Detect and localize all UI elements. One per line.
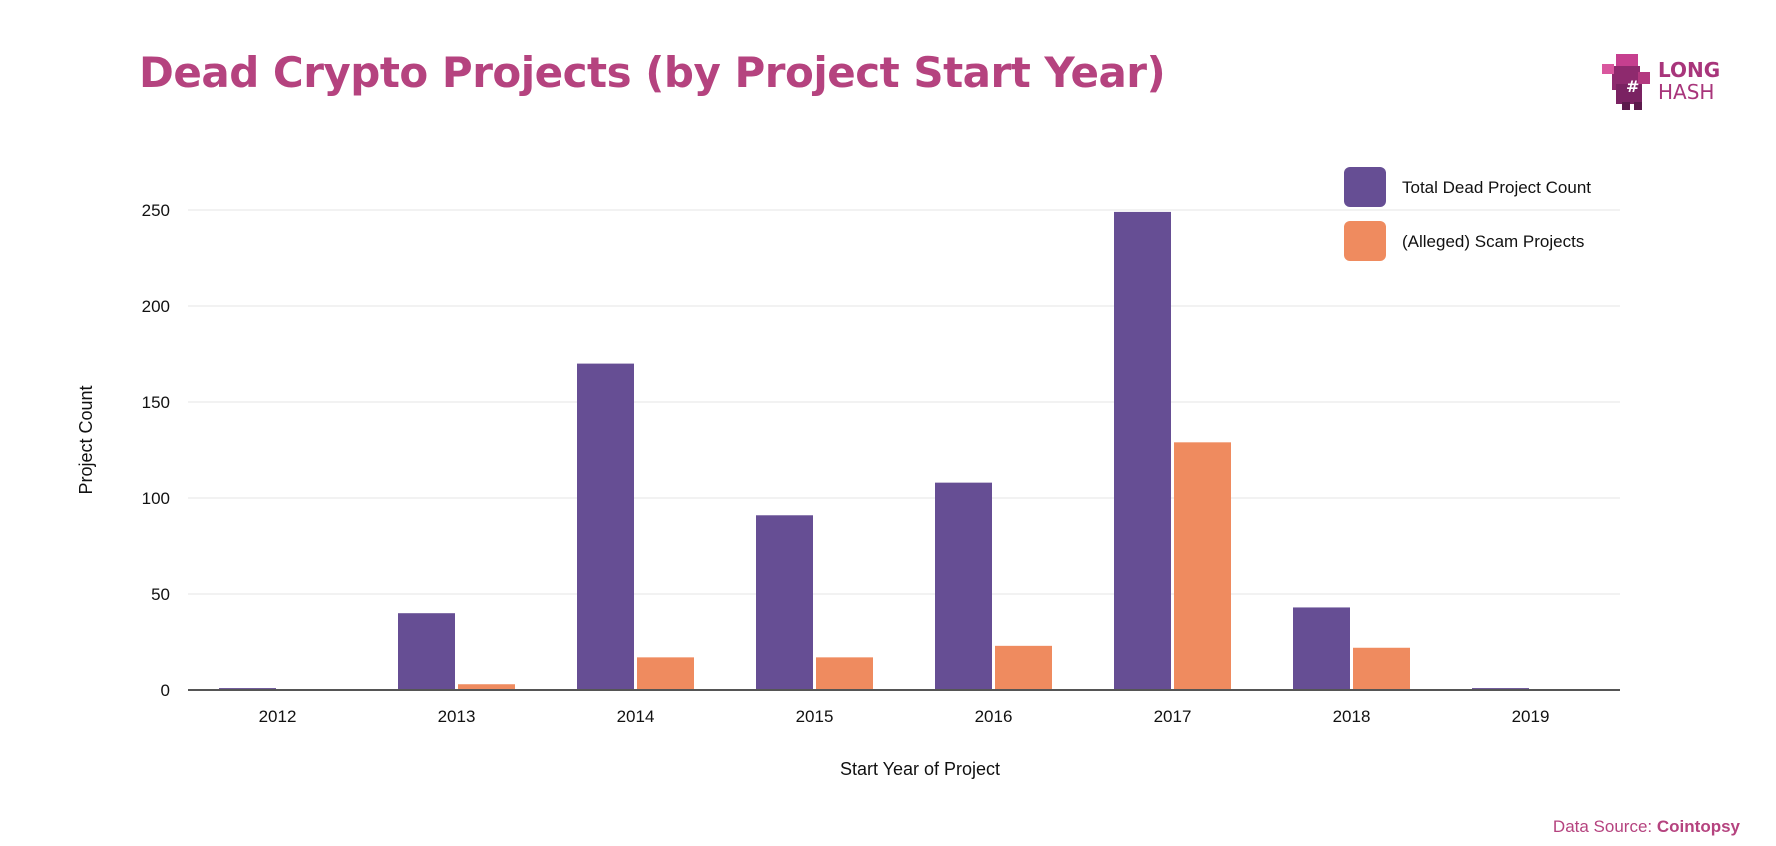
x-tick-label: 2013 — [438, 707, 476, 726]
logo-text-hash: HASH — [1658, 80, 1715, 104]
bar-total-2015 — [756, 515, 813, 690]
y-tick-label: 0 — [161, 681, 170, 700]
x-tick-label: 2018 — [1333, 707, 1371, 726]
x-axis-label: Start Year of Project — [840, 759, 1000, 779]
longhash-logo: # LONG HASH — [1602, 50, 1732, 112]
grid-lines — [188, 209, 1620, 595]
bar-scam-2014 — [637, 657, 694, 690]
y-tick-label: 150 — [142, 393, 170, 412]
data-source-name: Cointopsy — [1656, 817, 1740, 836]
x-tick-label: 2016 — [975, 707, 1013, 726]
bar-scam-2018 — [1353, 647, 1410, 690]
page-title: Dead Crypto Projects (by Project Start Y… — [139, 48, 1166, 97]
y-tick-label: 250 — [142, 201, 170, 220]
bar-total-2016 — [935, 482, 992, 690]
y-axis-label: Project Count — [76, 385, 96, 494]
bar-scam-2015 — [816, 657, 873, 690]
bar-total-2014 — [577, 363, 634, 690]
x-tick-label: 2017 — [1154, 707, 1192, 726]
bar-scam-2017 — [1174, 442, 1231, 690]
legend-label: (Alleged) Scam Projects — [1402, 232, 1584, 251]
bar-total-2018 — [1293, 607, 1350, 690]
bar-total-2013 — [398, 613, 455, 690]
x-tick-label: 2014 — [617, 707, 655, 726]
x-tick-label: 2012 — [259, 707, 297, 726]
legend-label: Total Dead Project Count — [1402, 178, 1591, 197]
x-tick-label: 2019 — [1512, 707, 1550, 726]
legend-swatch — [1344, 221, 1386, 261]
legend: Total Dead Project Count (Alleged) Scam P… — [1344, 167, 1591, 261]
data-source-label: Data Source: — [1552, 817, 1653, 836]
y-tick-label: 200 — [142, 297, 170, 316]
x-tick-label: 2015 — [796, 707, 834, 726]
bars — [219, 211, 1529, 691]
bar-total-2017 — [1114, 211, 1171, 691]
axes: 0 50 100 150 200 250 2012 2013 2014 2015 2016 2017 2… — [142, 201, 1620, 726]
logo-text-long: LONG — [1658, 58, 1721, 82]
legend-swatch — [1344, 167, 1386, 207]
svg-text:#: # — [1626, 77, 1639, 96]
longhash-mascot-icon: # — [1602, 54, 1650, 110]
y-tick-label: 100 — [142, 489, 170, 508]
data-source: Data Source: Cointopsy — [1553, 817, 1740, 837]
bar-scam-2013 — [458, 684, 515, 690]
y-tick-label: 50 — [151, 585, 170, 604]
bar-scam-2016 — [995, 645, 1052, 690]
